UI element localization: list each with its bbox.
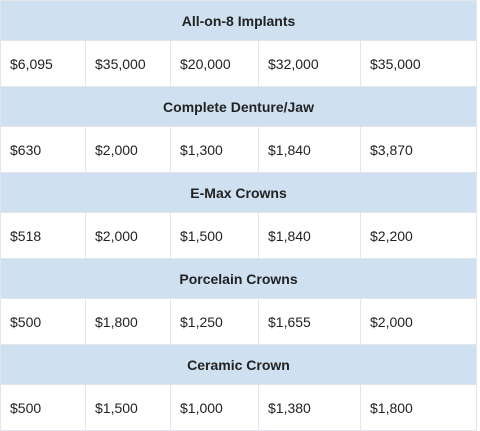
- price-cell: $2,000: [85, 126, 171, 173]
- price-cell: $35,000: [85, 40, 171, 87]
- section-header-row: Complete Denture/Jaw: [0, 86, 478, 127]
- price-cell: $1,380: [258, 384, 361, 431]
- price-cell: $20,000: [170, 40, 259, 87]
- price-cell: $1,800: [85, 298, 171, 345]
- price-cell: $1,840: [258, 212, 361, 259]
- price-cell: $6,095: [0, 40, 86, 87]
- price-cell: $500: [0, 384, 86, 431]
- price-cell: $1,840: [258, 126, 361, 173]
- price-cell: $518: [0, 212, 86, 259]
- price-cell: $35,000: [359, 40, 478, 87]
- price-cell: $1,300: [170, 126, 259, 173]
- price-cell: $3,870: [359, 126, 478, 173]
- section-header-row: E-Max Crowns: [0, 172, 478, 213]
- price-cell: $1,800: [359, 384, 478, 431]
- price-row: $630 $2,000 $1,300 $1,840 $3,870: [0, 126, 478, 173]
- price-cell: $2,000: [359, 298, 478, 345]
- price-cell: $630: [0, 126, 86, 173]
- price-row: $500 $1,800 $1,250 $1,655 $2,000: [0, 298, 478, 345]
- section-title: Complete Denture/Jaw: [0, 86, 478, 127]
- price-cell: $32,000: [258, 40, 361, 87]
- price-cell: $1,500: [170, 212, 259, 259]
- price-cell: $1,250: [170, 298, 259, 345]
- price-cell: $2,000: [85, 212, 171, 259]
- price-cell: $1,500: [85, 384, 171, 431]
- section-title: E-Max Crowns: [0, 172, 478, 213]
- price-row: $500 $1,500 $1,000 $1,380 $1,800: [0, 384, 478, 431]
- price-cell: $2,200: [359, 212, 478, 259]
- price-cell: $500: [0, 298, 86, 345]
- section-title: Porcelain Crowns: [0, 258, 478, 299]
- section-header-row: Ceramic Crown: [0, 344, 478, 385]
- price-row: $518 $2,000 $1,500 $1,840 $2,200: [0, 212, 478, 259]
- section-title: All-on-8 Implants: [0, 0, 478, 41]
- section-header-row: All-on-8 Implants: [0, 0, 478, 41]
- price-row: $6,095 $35,000 $20,000 $32,000 $35,000: [0, 40, 478, 87]
- price-cell: $1,655: [258, 298, 361, 345]
- section-header-row: Porcelain Crowns: [0, 258, 478, 299]
- price-cell: $1,000: [170, 384, 259, 431]
- section-title: Ceramic Crown: [0, 344, 478, 385]
